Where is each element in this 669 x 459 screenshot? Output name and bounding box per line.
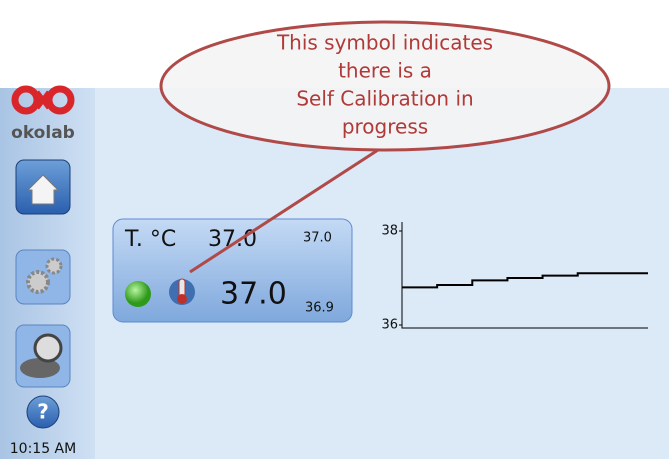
callout-bubble [159,20,611,152]
callout-line: there is a [338,59,432,83]
help-icon: ? [37,400,49,424]
search-icon [33,333,63,363]
search-icon [20,358,60,378]
logo: okolab [11,85,75,143]
callout-line: Self Calibration in [296,87,473,111]
callout-text: This symbol indicates there is a Self Cali… [276,31,493,139]
channel-label: T. °C [124,227,176,252]
gear-icon [45,257,63,275]
trend-chart: 36 38 [381,222,648,333]
y-tick-label: 36 [381,318,398,333]
callout-line: This symbol indicates [276,31,493,55]
callout-line: progress [342,115,428,139]
reading: 37.0 [220,277,287,312]
status-led [125,281,151,307]
logo-text: okolab [11,123,75,143]
y-tick-label: 38 [381,224,398,239]
trend-line [402,272,648,289]
home-icon [26,174,60,205]
clock: 10:15 AM [10,441,76,457]
max-value: 37.0 [303,231,332,246]
trend-axes [401,222,648,329]
min-value: 36.9 [305,301,334,316]
help-button[interactable] [26,395,60,429]
callout-pointer [189,148,379,274]
thermometer-bulb [177,294,187,304]
setpoint: 37.0 [208,227,257,252]
gear-icon [26,270,50,294]
